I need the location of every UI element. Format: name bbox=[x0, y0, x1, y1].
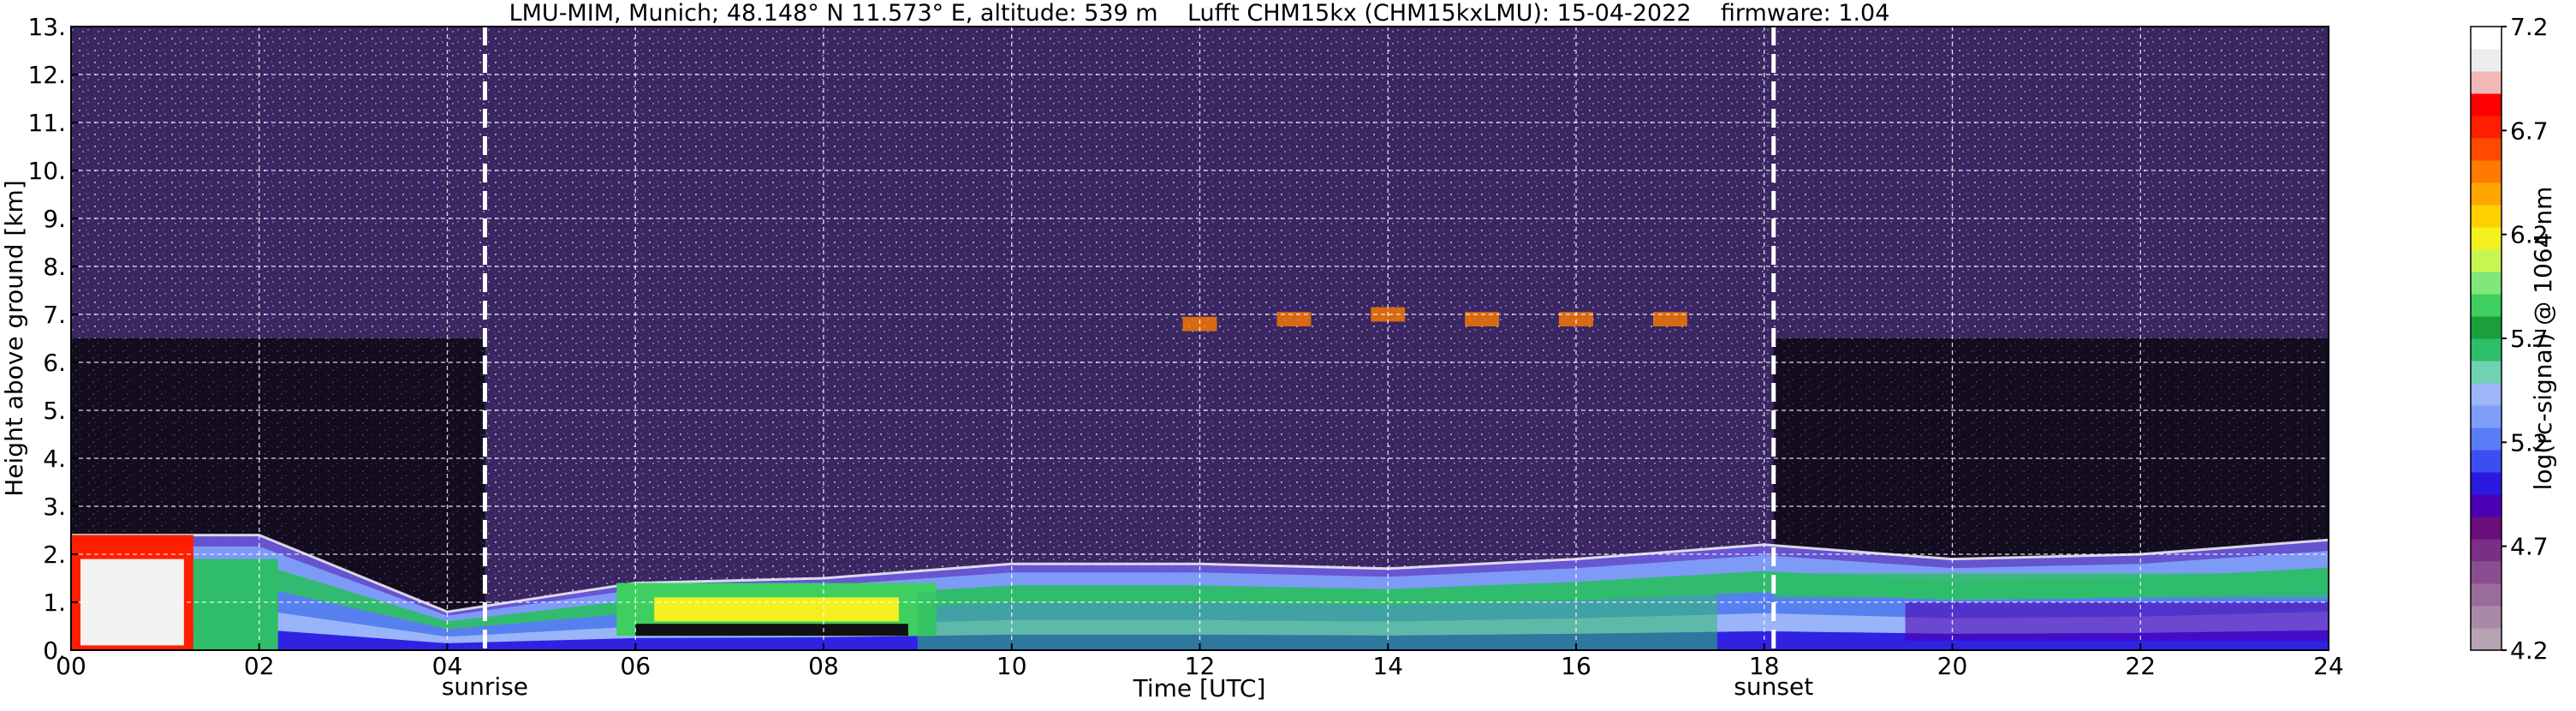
x-tick-label: 12 bbox=[1185, 652, 1216, 680]
colorbar-tick-label: 6.7 bbox=[2510, 117, 2549, 145]
colorbar-swatch bbox=[2471, 583, 2502, 606]
colorbar-swatch bbox=[2471, 606, 2502, 629]
colorbar-tick-label: 4.2 bbox=[2510, 636, 2549, 665]
colorbar-swatch bbox=[2471, 138, 2502, 161]
cloud-mark bbox=[1276, 312, 1312, 326]
x-tick-label: 00 bbox=[56, 652, 86, 680]
y-tick-label: 13. bbox=[27, 13, 66, 41]
y-tick-label: 12. bbox=[27, 61, 66, 89]
x-tick-label: 14 bbox=[1372, 652, 1403, 680]
colorbar-swatch bbox=[2471, 450, 2502, 473]
colorbar-swatch bbox=[2471, 27, 2502, 50]
mixing-layer-core bbox=[654, 597, 899, 622]
cloud-mark bbox=[1182, 316, 1217, 332]
y-tick-label: 7. bbox=[43, 301, 66, 329]
y-tick-label: 0. bbox=[43, 636, 66, 665]
colorbar-swatch bbox=[2471, 472, 2502, 495]
colorbar-swatch bbox=[2471, 405, 2502, 428]
y-tick-label: 3. bbox=[43, 493, 66, 521]
x-tick-label: 24 bbox=[2313, 652, 2344, 680]
x-tick-label: 02 bbox=[244, 652, 275, 680]
colorbar-swatch bbox=[2471, 116, 2502, 139]
x-tick-label: 04 bbox=[432, 652, 463, 680]
colorbar-swatch bbox=[2471, 628, 2502, 651]
sun-events: sunrise sunset bbox=[442, 27, 1813, 701]
y-tick-label: 2. bbox=[43, 541, 66, 569]
x-tick-label: 10 bbox=[996, 652, 1027, 680]
colorbar-swatch bbox=[2471, 361, 2502, 384]
x-tick-label: 16 bbox=[1561, 652, 1591, 680]
evening-low-layer bbox=[1905, 602, 2329, 641]
residual-layer bbox=[193, 559, 278, 650]
y-tick-label: 5. bbox=[43, 397, 66, 425]
sunset-label: sunset bbox=[1734, 672, 1813, 701]
colorbar-swatch bbox=[2471, 517, 2502, 540]
colorbar-swatch bbox=[2471, 294, 2502, 317]
colorbar-swatch bbox=[2471, 316, 2502, 339]
x-axis-ticks: 00 02 04 06 08 10 12 14 16 18 20 22 24 bbox=[56, 643, 2344, 680]
y-tick-label: 8. bbox=[43, 253, 66, 281]
y-axis-ticks: 0. 1. 2. 3. 4. 5. 6. 7. 8. 9. 10. 11. 12. 13. bbox=[27, 13, 78, 665]
colorbar-tick-label: 5.2 bbox=[2510, 428, 2549, 457]
colorbar-swatch bbox=[2471, 427, 2502, 451]
x-axis-label: Time [UTC] bbox=[1133, 674, 1266, 702]
colorbar-tick-label: 4.7 bbox=[2510, 533, 2549, 561]
y-tick-label: 11. bbox=[27, 109, 66, 137]
colorbar-swatch bbox=[2471, 494, 2502, 517]
y-axis-label: Height above ground [km] bbox=[0, 180, 28, 497]
colorbar-swatch bbox=[2471, 561, 2502, 584]
x-tick-label: 22 bbox=[2125, 652, 2156, 680]
grid bbox=[71, 27, 2329, 650]
sunrise-label: sunrise bbox=[442, 672, 528, 701]
colorbar-swatch bbox=[2471, 383, 2502, 406]
colorbar-swatch bbox=[2471, 539, 2502, 562]
convective-layer bbox=[917, 592, 1717, 650]
cloud-mark bbox=[1559, 312, 1593, 326]
x-tick-label: 18 bbox=[1749, 652, 1780, 680]
y-tick-label: 1. bbox=[43, 589, 66, 617]
y-tick-label: 10. bbox=[27, 157, 66, 185]
evening-aerosol-layer bbox=[1773, 573, 2329, 598]
chart-title: LMU-MIM, Munich; 48.148° N 11.573° E, al… bbox=[509, 0, 1890, 27]
colorbar-swatch bbox=[2471, 272, 2502, 295]
colorbar-swatch bbox=[2471, 93, 2502, 117]
x-tick-label: 08 bbox=[808, 652, 839, 680]
cloud-mark bbox=[1652, 312, 1687, 326]
y-tick-label: 6. bbox=[43, 349, 66, 377]
colorbar-label: log(rc-signal) @ 1064 nm bbox=[2529, 187, 2557, 491]
colorbar-swatch bbox=[2471, 338, 2502, 361]
colorbar: 4.2 4.7 5.2 5.7 6.2 6.7 7.2 bbox=[2470, 13, 2549, 665]
colorbar-swatch bbox=[2471, 71, 2502, 94]
y-tick-label: 4. bbox=[43, 445, 66, 473]
x-tick-label: 06 bbox=[620, 652, 651, 680]
x-tick-label: 20 bbox=[1937, 652, 1968, 680]
dark-band bbox=[635, 624, 908, 636]
colorbar-tick-label: 7.2 bbox=[2510, 13, 2549, 41]
cloud-mark bbox=[1465, 312, 1500, 326]
colorbar-swatch bbox=[2471, 160, 2502, 183]
y-tick-label: 9. bbox=[43, 205, 66, 233]
colorbar-tick-label: 6.2 bbox=[2510, 221, 2549, 249]
colorbar-swatch bbox=[2471, 49, 2502, 72]
colorbar-swatch bbox=[2471, 249, 2502, 272]
colorbar-tick-label: 5.7 bbox=[2510, 325, 2549, 353]
colorbar-swatch bbox=[2471, 205, 2502, 228]
colorbar-swatch bbox=[2471, 227, 2502, 250]
colorbar-swatch bbox=[2471, 182, 2502, 206]
